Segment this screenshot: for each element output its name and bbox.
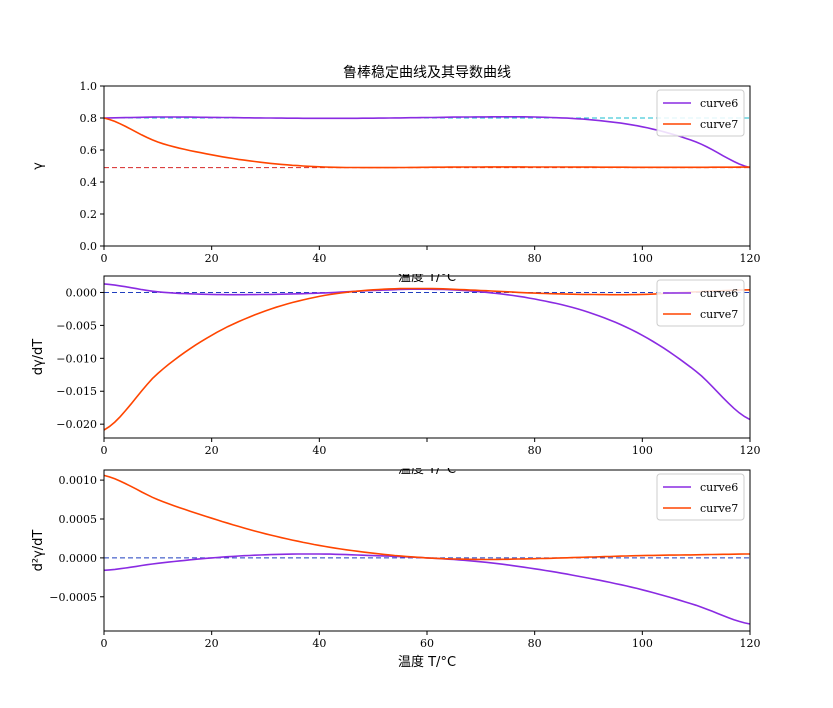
x-tick-label: 20: [205, 637, 219, 650]
legend: curve6 curve7: [656, 473, 745, 521]
y-tick-label: 0.4: [80, 176, 98, 189]
y-tick-label: −0.0005: [49, 591, 97, 604]
x-tick-label: 100: [632, 444, 653, 457]
y-tick-label: 0.6: [80, 144, 98, 157]
plot-frame: [103, 469, 751, 632]
chart-title: 鲁棒稳定曲线及其导数曲线: [343, 65, 511, 81]
y-tick-label: −0.010: [56, 352, 97, 365]
y-tick-label: 0.000: [66, 286, 98, 299]
y-tick-label: −0.005: [56, 319, 97, 332]
x-tick-label: 80: [528, 637, 542, 650]
y-tick-label: 0.0: [80, 240, 98, 253]
x-tick-label: 40: [312, 252, 326, 265]
x-tick-label: 20: [205, 252, 219, 265]
series-line-curve6: [103, 283, 751, 421]
x-tick-label: 0: [101, 252, 108, 265]
x-tick-label: 80: [528, 444, 542, 457]
plot-frame: [103, 85, 751, 247]
x-tick-label: 80: [528, 252, 542, 265]
x-tick-label: 40: [312, 444, 326, 457]
legend-entry: curve7: [700, 308, 738, 321]
y-tick-label: 0.0000: [59, 552, 98, 565]
legend-entry: curve7: [700, 502, 738, 515]
legend: curve6 curve7: [656, 279, 745, 327]
y-tick-label: −0.020: [56, 418, 97, 431]
x-tick-label: 100: [632, 252, 653, 265]
x-tick-label: 120: [740, 252, 761, 265]
x-tick-label: 120: [740, 444, 761, 457]
series-line-curve7: [103, 474, 750, 561]
x-axis-label: 温度 T/°C: [398, 654, 456, 670]
y-tick-label: 0.0010: [59, 474, 98, 487]
series-line-curve7: [103, 287, 751, 431]
y-axis-label: γ: [31, 162, 46, 170]
series-line-curve6: [103, 553, 751, 625]
y-axis-label: dγ/dT: [31, 339, 46, 376]
x-tick-label: 0: [101, 444, 108, 457]
x-tick-label: 40: [312, 637, 326, 650]
y-axis-label: d²γ/dT: [31, 530, 46, 572]
legend-entry: curve7: [700, 118, 738, 131]
series-line-curve7: [103, 117, 750, 169]
series-line-curve6: [103, 116, 751, 169]
y-tick-label: 0.2: [80, 208, 98, 221]
x-tick-label: 0: [101, 637, 108, 650]
x-tick-label: 120: [740, 637, 761, 650]
subplot-3: 0 20 40 60 80 100 120 0.0010 0.0005 0.0000 −0.0005…: [31, 469, 761, 670]
x-tick-label: 20: [205, 444, 219, 457]
overlap-mask: [360, 445, 500, 468]
y-tick-label: −0.015: [56, 385, 97, 398]
legend-entry: curve6: [700, 97, 738, 110]
x-tick-label: 100: [632, 637, 653, 650]
y-tick-label: 0.8: [80, 112, 98, 125]
plot-frame: [103, 275, 751, 439]
legend: curve6 curve7: [656, 89, 745, 137]
y-tick-label: 0.0005: [59, 513, 98, 526]
x-tick-label: 60: [420, 637, 434, 650]
legend-entry: curve6: [700, 287, 738, 300]
legend-entry: curve6: [700, 481, 738, 494]
overlap-mask: [360, 253, 500, 274]
y-tick-label: 1.0: [80, 80, 98, 93]
